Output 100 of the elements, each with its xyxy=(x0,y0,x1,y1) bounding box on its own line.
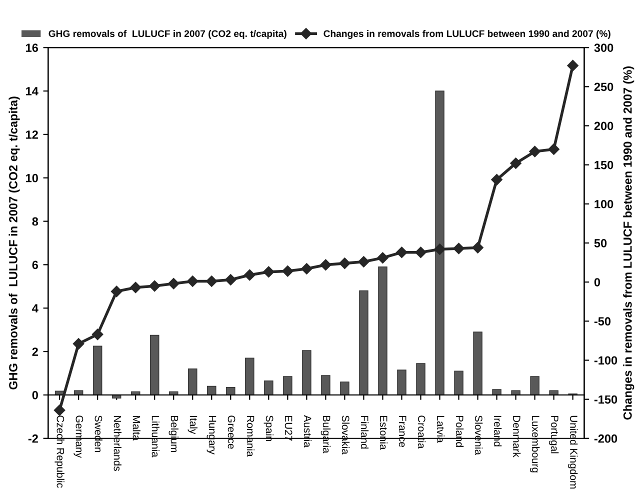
point xyxy=(168,278,180,290)
point xyxy=(510,158,522,169)
point xyxy=(244,269,256,281)
point xyxy=(548,144,560,155)
bar xyxy=(245,358,254,396)
x-tick-label: Latvia xyxy=(436,416,445,443)
bar xyxy=(150,334,160,396)
y2-tick-label: 200 xyxy=(594,122,614,130)
x-tick-label: Italy xyxy=(188,416,198,434)
y2-tick-label: 300 xyxy=(594,44,614,52)
x-tick-label: Belgium xyxy=(168,416,178,452)
bar xyxy=(397,370,406,396)
point xyxy=(110,286,122,298)
point xyxy=(263,266,274,278)
y-tick-label: 2 xyxy=(32,348,38,356)
x-tick-label: Portugal xyxy=(548,416,559,454)
bar xyxy=(226,387,236,396)
point xyxy=(54,404,66,416)
bar xyxy=(454,370,464,396)
y2-tick-label: 100 xyxy=(594,200,614,208)
point xyxy=(453,242,464,254)
bar xyxy=(473,332,482,396)
point xyxy=(130,282,142,294)
point xyxy=(358,256,370,268)
x-tick-label: Ireland xyxy=(494,416,502,446)
y-tick-label: 6 xyxy=(32,260,38,270)
x-tick-label: Romania xyxy=(246,416,255,457)
point xyxy=(529,146,540,158)
y2-axis-title: Changes in removals from LULUCF between 1990 and 2007 (%) xyxy=(623,66,634,420)
y2-tick-label: -150 xyxy=(594,395,618,404)
bar xyxy=(492,389,502,396)
bar xyxy=(378,266,388,396)
x-tick-label: Denmark xyxy=(512,416,521,458)
x-tick-label: Netherlands xyxy=(114,416,122,471)
bar xyxy=(264,380,274,396)
bar xyxy=(92,346,102,396)
point xyxy=(149,280,160,292)
x-tick-label: Slovakia xyxy=(342,416,350,454)
x-tick-label: Lithuania xyxy=(152,416,160,458)
x-tick-label: Finland xyxy=(360,416,369,449)
point xyxy=(187,276,198,287)
x-tick-label: Germany xyxy=(74,416,84,458)
x-tick-label: Slovenia xyxy=(474,416,483,456)
y-tick-label: 12 xyxy=(26,130,38,139)
x-tick-label: France xyxy=(398,416,406,448)
point xyxy=(282,266,294,277)
legend-label: Changes in removals from LULUCF between 1990 and 2007 (%) xyxy=(324,30,610,39)
y-tick-label: 4 xyxy=(32,304,38,312)
point xyxy=(206,276,218,287)
x-tick-label: Malta xyxy=(132,416,140,441)
point xyxy=(472,242,484,254)
bar xyxy=(435,90,444,396)
y2-tick-label: 50 xyxy=(594,239,607,248)
point xyxy=(415,246,426,258)
y2-tick-label: 150 xyxy=(594,160,614,170)
x-tick-label: Bulgaria xyxy=(320,416,331,454)
point xyxy=(320,259,332,270)
x-tick-label: Estonia xyxy=(380,416,388,450)
y2-tick-label: 250 xyxy=(594,82,614,92)
y-tick-label: 14 xyxy=(26,87,38,96)
bar xyxy=(340,382,350,396)
x-tick-label: United Kingdom xyxy=(568,416,578,489)
x-tick-label: EU27 xyxy=(284,416,292,441)
x-tick-label: Luxembourg xyxy=(530,416,540,472)
y-tick-label: 10 xyxy=(26,174,38,182)
bar xyxy=(283,376,292,396)
point xyxy=(301,263,312,274)
legend-label: GHG removals of LULUCF in 2007 (CO2 eq. t/capita) xyxy=(48,30,286,39)
bar xyxy=(530,376,540,396)
y-tick-label: 16 xyxy=(26,44,38,52)
x-tick-label: Spain xyxy=(264,416,274,442)
point xyxy=(396,246,408,258)
y2-tick-label: 0 xyxy=(594,278,600,286)
point xyxy=(72,338,84,350)
point xyxy=(339,258,350,269)
bar xyxy=(359,290,368,396)
bar xyxy=(321,375,330,396)
point xyxy=(225,274,236,286)
bar xyxy=(188,368,198,396)
x-tick-label: Sweden xyxy=(94,416,102,452)
bar xyxy=(207,386,216,396)
point xyxy=(92,328,104,340)
bar xyxy=(302,350,312,396)
point xyxy=(491,174,502,186)
y-tick-label: 8 xyxy=(32,217,38,226)
x-tick-label: Czech Republic xyxy=(54,416,64,488)
y2-tick-label: -200 xyxy=(594,434,618,443)
x-tick-label: Austria xyxy=(304,415,312,448)
y2-tick-label: -50 xyxy=(594,317,611,326)
bar xyxy=(416,363,426,396)
y-tick-label: 0 xyxy=(32,390,38,400)
y2-tick-label: -100 xyxy=(594,356,618,365)
y-axis-title: GHG removals of LULUCF in 2007 (CO2 eq. t/capita) xyxy=(8,96,20,390)
point xyxy=(377,252,388,264)
x-tick-label: Greece xyxy=(228,416,236,449)
point xyxy=(434,244,446,255)
x-tick-label: Hungary xyxy=(206,416,216,454)
point xyxy=(567,60,578,72)
y-tick-label: -2 xyxy=(28,434,38,443)
x-tick-label: Poland xyxy=(456,416,464,447)
